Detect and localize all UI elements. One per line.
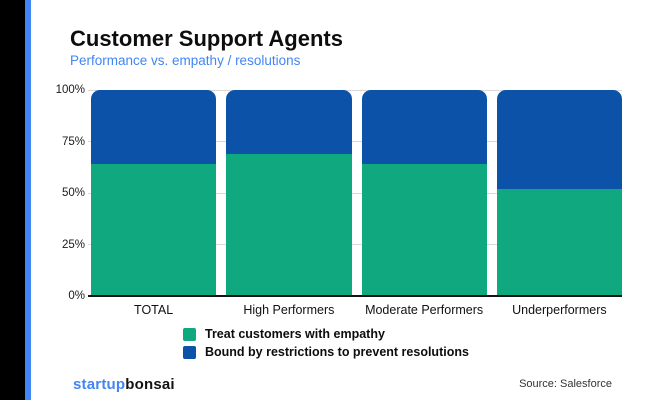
bar-group xyxy=(496,90,622,296)
bar-segment-empathy xyxy=(361,164,487,296)
gridline xyxy=(88,192,622,194)
legend-swatch xyxy=(183,327,196,341)
x-axis-label: High Performers xyxy=(243,303,335,317)
y-axis-tick: 25% xyxy=(61,238,85,251)
bar-group xyxy=(91,90,217,296)
bar-segment-restrictions xyxy=(226,90,352,154)
gridline xyxy=(88,141,622,142)
bar-segment-restrictions xyxy=(496,90,622,189)
x-axis-labels: TOTAL High Performers Moderate Performers U… xyxy=(91,303,622,317)
brand-logo-second: bonsai xyxy=(125,376,175,393)
y-axis-tick: 75% xyxy=(61,135,85,148)
bar-group xyxy=(361,90,487,296)
x-axis-line xyxy=(88,295,622,297)
bar-segment-restrictions xyxy=(91,90,217,165)
brand-logo-first: startup xyxy=(73,376,126,393)
bar-group xyxy=(226,90,352,296)
y-axis: 100% 75% 50% 25% 0% xyxy=(0,84,85,302)
page-title: Customer Support Agents xyxy=(70,26,343,51)
legend-item: Bound by restrictions to prevent resolut… xyxy=(183,345,469,359)
source-credit: Source: Salesforce xyxy=(519,378,612,390)
left-black-stripe xyxy=(0,0,25,400)
bar-segment-restrictions xyxy=(361,90,487,165)
y-axis-tick: 100% xyxy=(55,84,85,96)
gridline xyxy=(88,89,622,91)
bars-container xyxy=(91,90,622,296)
y-axis-tick: 50% xyxy=(61,187,85,199)
legend-label: Treat customers with empathy xyxy=(205,327,385,341)
y-axis-tick: 0% xyxy=(68,290,85,302)
left-blue-accent-stripe xyxy=(25,0,31,400)
legend-swatch xyxy=(183,345,196,359)
x-axis-label: Underperformers xyxy=(512,303,607,317)
bar-segment-empathy xyxy=(496,188,622,296)
bar-segment-empathy xyxy=(91,164,217,296)
gridline xyxy=(88,244,622,245)
plot-area xyxy=(88,89,622,296)
bar-segment-empathy xyxy=(226,153,352,296)
legend-item: Treat customers with empathy xyxy=(183,327,469,341)
chart-legend: Treat customers with empathy Bound by res… xyxy=(183,327,469,359)
x-axis-label: Moderate Performers xyxy=(365,303,484,317)
page-subtitle: Performance vs. empathy / resolutions xyxy=(70,53,301,68)
legend-label: Bound by restrictions to prevent resolut… xyxy=(205,345,469,359)
brand-logo: startupbonsai xyxy=(73,376,175,393)
x-axis-label: TOTAL xyxy=(134,303,174,317)
